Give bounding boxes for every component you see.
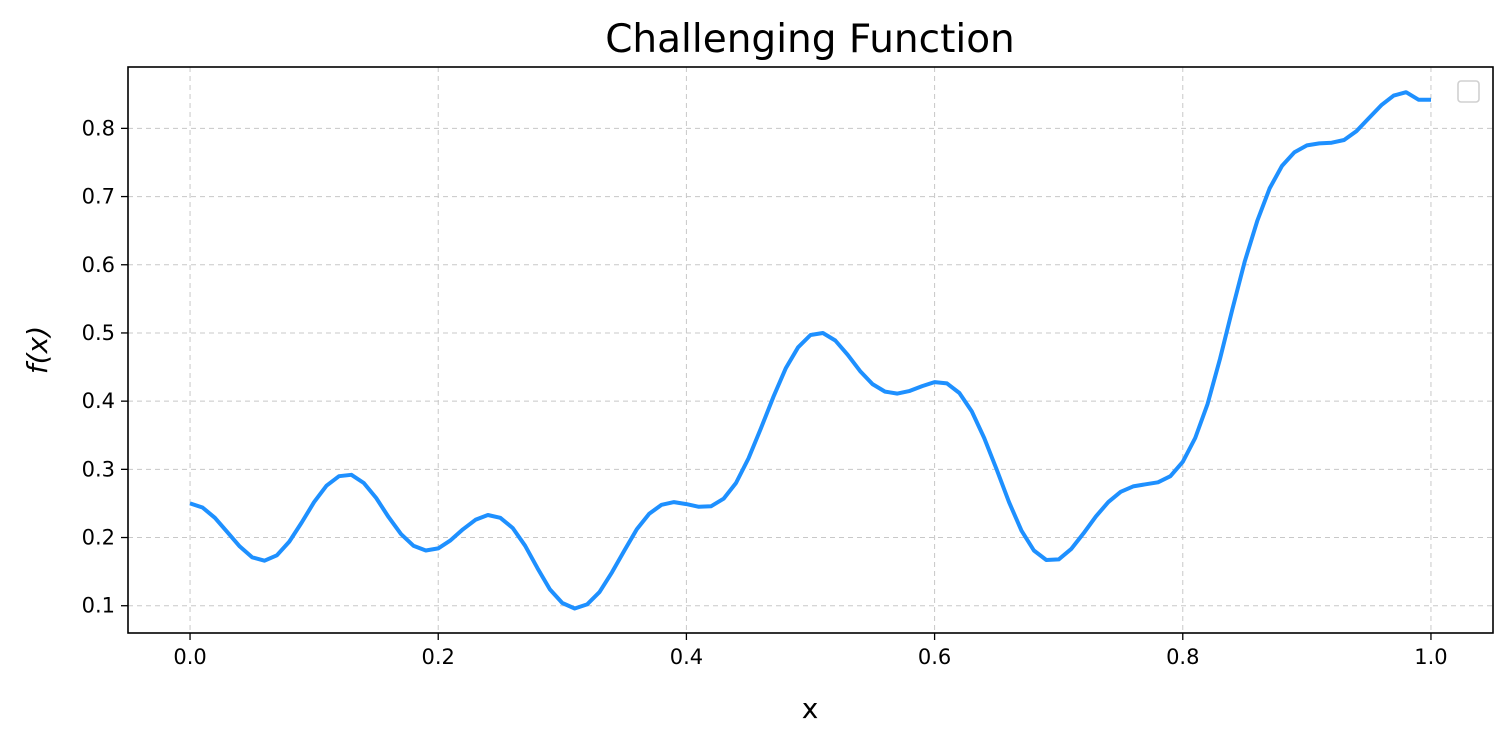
y-tick-label: 0.8	[82, 116, 115, 140]
legend-box	[1457, 80, 1480, 103]
x-tick-label: 0.6	[918, 645, 951, 669]
y-tick-label: 0.1	[82, 594, 115, 618]
x-tick-label: 0.8	[1166, 645, 1199, 669]
y-tick-label: 0.3	[82, 457, 115, 481]
x-tick-label: 0.0	[173, 645, 206, 669]
y-tick-label: 0.7	[82, 185, 115, 209]
x-tick-label: 0.4	[670, 645, 703, 669]
ticks: 0.0 0.2 0.4 0.6 0.8 1.0 0.1 0.2 0.3 0.4 0.5 0.6 0.7 0…	[82, 116, 1448, 669]
y-tick-label: 0.6	[82, 253, 115, 277]
y-tick-label: 0.4	[82, 389, 115, 413]
chart-title: Challenging Function	[605, 17, 1015, 62]
y-tick-label: 0.5	[82, 321, 115, 345]
plot-area	[189, 90, 1431, 611]
y-axis-label: f(x)	[21, 326, 54, 374]
series-line	[189, 90, 1431, 611]
axes-frame	[127, 66, 1494, 634]
y-tick-label: 0.2	[82, 526, 115, 550]
x-axis-label: x	[802, 692, 819, 725]
x-tick-label: 0.2	[422, 645, 455, 669]
x-tick-label: 1.0	[1414, 645, 1447, 669]
